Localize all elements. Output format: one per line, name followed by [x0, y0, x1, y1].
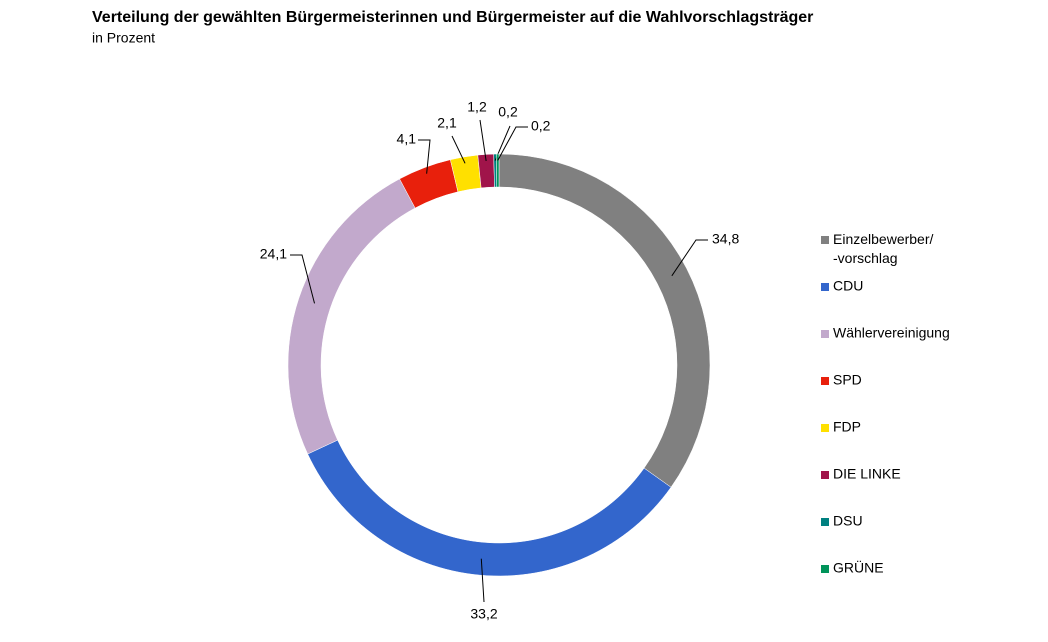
legend-swatch: [821, 283, 829, 291]
data-label: 0,2: [531, 118, 551, 134]
data-label: 1,2: [467, 99, 487, 115]
leader-line: [451, 135, 466, 164]
leader-line: [480, 558, 485, 603]
legend-label-line: -vorschlag: [833, 250, 898, 266]
legend-label: Wählervereinigung: [833, 325, 950, 341]
data-label: 34,8: [712, 231, 739, 247]
leader-line: [290, 254, 316, 304]
data-label: 24,1: [260, 246, 287, 262]
data-label: 33,2: [470, 606, 497, 622]
leader-line: [418, 139, 431, 174]
legend-label: SPD: [833, 372, 862, 388]
legend-label: FDP: [833, 419, 861, 435]
legend-label: DIE LINKE: [833, 466, 901, 482]
legend-swatch: [821, 565, 829, 573]
chart-title: Verteilung der gewählten Bürgermeisterin…: [92, 9, 813, 26]
legend-swatch: [821, 518, 829, 526]
legend-swatch: [821, 424, 829, 432]
leader-line: [497, 126, 528, 161]
legend-label-line: Einzelbewerber/: [833, 231, 933, 247]
donut-segment: [287, 178, 416, 455]
legend-label: CDU: [833, 278, 863, 294]
legend-swatch: [821, 471, 829, 479]
data-label: 0,2: [498, 104, 518, 120]
legend-swatch: [821, 330, 829, 338]
data-label: 2,1: [437, 115, 457, 131]
legend-swatch: [821, 236, 829, 244]
legend-label: DSU: [833, 513, 863, 529]
legend-label: Einzelbewerber/ -vorschlag: [833, 231, 933, 266]
leader-line: [671, 239, 708, 277]
legend-label: GRÜNE: [833, 559, 884, 576]
legend-swatch: [821, 377, 829, 385]
donut-segment: [496, 153, 500, 188]
donut-segment: [498, 153, 711, 488]
donut-segment: [307, 439, 672, 577]
chart-subtitle: in Prozent: [92, 30, 155, 46]
leader-line: [479, 119, 487, 161]
data-label: 4,1: [397, 131, 417, 147]
